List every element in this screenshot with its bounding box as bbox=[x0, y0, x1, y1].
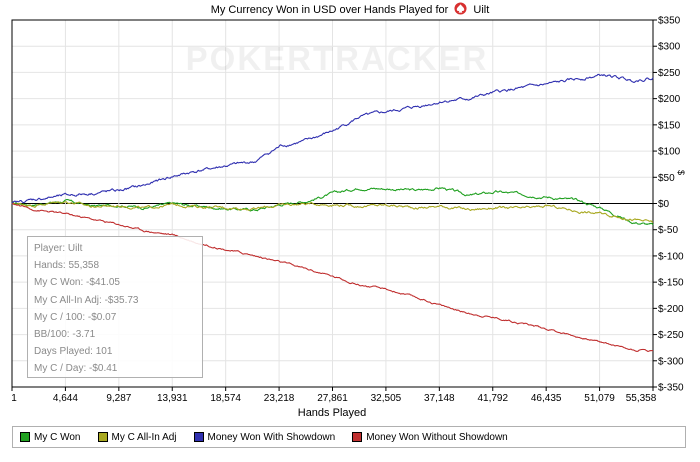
info-player: Player: Uilt bbox=[34, 243, 83, 254]
info-days-played: Days Played: 101 bbox=[34, 346, 113, 358]
series-line-money-won-with-showdown bbox=[11, 73, 654, 204]
y-axis: $350 $300 $250 $200 $150 $100 $50 $0 $-50 $-100 $-… bbox=[653, 16, 684, 394]
y-tick-label: $-300 bbox=[658, 356, 684, 367]
chart-title-text: My Currency Won in USD over Hands Played… bbox=[210, 4, 449, 16]
x-tick-label: 23,218 bbox=[264, 393, 295, 404]
legend-item-without-showdown[interactable]: Money Won Without Showdown bbox=[352, 432, 508, 443]
legend-label: Money Won Without Showdown bbox=[366, 431, 508, 443]
info-all-in-adj: My C All-In Adj: -$35.73 bbox=[34, 294, 139, 306]
chart-title: My Currency Won in USD over Hands Played… bbox=[0, 2, 700, 16]
player-name: Uilt bbox=[473, 4, 490, 16]
info-bb-per-100: BB/100: -3.71 bbox=[34, 328, 96, 340]
y-tick-label: $50 bbox=[658, 173, 675, 184]
y-tick-label: $-100 bbox=[658, 251, 684, 262]
info-my-c-per-100: My C / 100: -$0.07 bbox=[34, 311, 117, 323]
info-my-c-won: My C Won: -$41.05 bbox=[34, 277, 120, 289]
legend: My C Won My C All-In Adj Money Won With … bbox=[12, 426, 686, 448]
info-my-c-per-day: My C / Day: -$0.41 bbox=[34, 363, 118, 375]
legend-swatch bbox=[97, 432, 108, 442]
legend-item-my-c-won[interactable]: My C Won bbox=[20, 432, 81, 443]
x-tick-label: 27,861 bbox=[317, 393, 348, 404]
x-axis: 1 4,644 9,287 13,931 18,574 23,218 27,861 32,50… bbox=[11, 387, 657, 404]
x-tick-label: 37,148 bbox=[424, 393, 455, 404]
x-tick-label: 41,792 bbox=[477, 393, 508, 404]
x-tick-label: 51,079 bbox=[584, 393, 615, 404]
y-tick-label: $-150 bbox=[658, 278, 684, 289]
x-tick-label: 4,644 bbox=[53, 393, 78, 404]
legend-label: My C Won bbox=[34, 431, 81, 443]
y-tick-label: $-200 bbox=[658, 304, 684, 315]
x-tick-label: 46,435 bbox=[531, 393, 562, 404]
y-tick-label: $150 bbox=[658, 120, 681, 131]
y-tick-label: $-350 bbox=[658, 383, 684, 394]
series-line-money-won-without-showdown bbox=[11, 202, 654, 353]
player-info-box: Player: Uilt Hands: 55,358 My C Won: -$4… bbox=[27, 236, 203, 378]
x-tick-label: 13,931 bbox=[157, 393, 188, 404]
x-tick-label: 9,287 bbox=[106, 393, 131, 404]
legend-label: Money Won With Showdown bbox=[207, 431, 336, 443]
legend-label: My C All-In Adj bbox=[111, 431, 177, 443]
y-tick-label: $250 bbox=[658, 68, 681, 79]
y-axis-label: $ bbox=[676, 170, 686, 176]
x-axis-label: Hands Played bbox=[298, 407, 367, 419]
legend-swatch bbox=[193, 432, 204, 442]
y-tick-label: $200 bbox=[658, 94, 681, 105]
legend-swatch bbox=[20, 432, 30, 442]
x-tick-label: 1 bbox=[11, 393, 17, 404]
info-hands: Hands: 55,358 bbox=[34, 260, 100, 272]
legend-swatch bbox=[352, 432, 363, 442]
y-tick-label: $100 bbox=[658, 147, 681, 158]
y-tick-label: $0 bbox=[658, 199, 670, 210]
x-tick-label: 55,358 bbox=[626, 393, 657, 404]
y-tick-label: $-250 bbox=[658, 330, 684, 341]
legend-item-all-in-adj[interactable]: My C All-In Adj bbox=[97, 431, 177, 443]
series-layer bbox=[11, 73, 654, 353]
y-tick-label: $300 bbox=[658, 42, 681, 53]
watermark: POKERTRACKER bbox=[186, 40, 489, 77]
series-line-my-c-all-in-adj bbox=[11, 201, 654, 223]
spade-icon bbox=[454, 2, 467, 15]
x-tick-label: 32,505 bbox=[371, 393, 402, 404]
y-tick-label: $-50 bbox=[658, 225, 678, 236]
x-tick-label: 18,574 bbox=[210, 393, 241, 404]
y-tick-label: $350 bbox=[658, 16, 681, 27]
legend-item-with-showdown[interactable]: Money Won With Showdown bbox=[193, 431, 336, 443]
